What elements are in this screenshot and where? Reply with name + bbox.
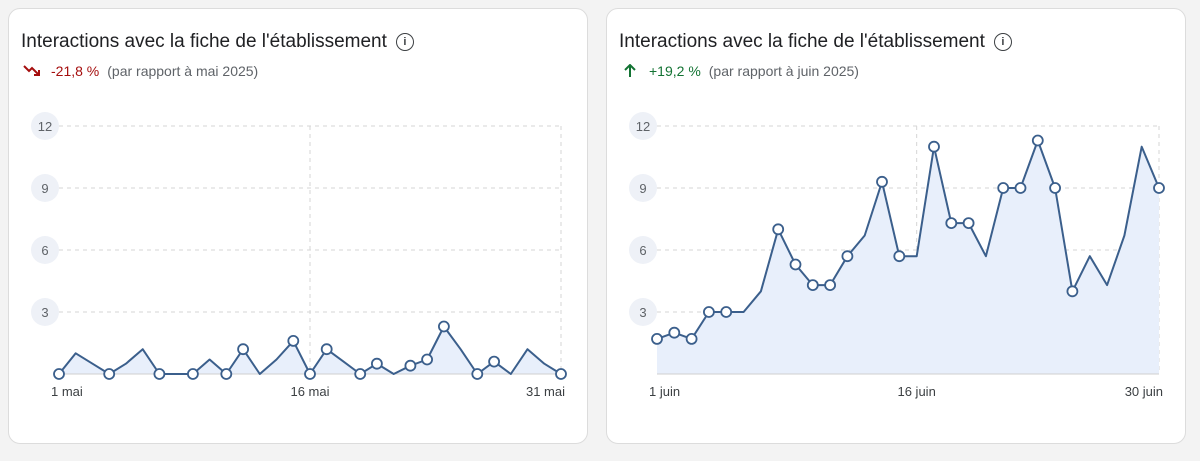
y-tick-label: 12 (636, 119, 650, 134)
data-point (962, 217, 975, 230)
y-tick-bg (31, 112, 59, 140)
y-tick-bg (629, 174, 657, 202)
line-chart-right: 12 9 6 3 1 juin 16 juin 30 juin (629, 112, 1165, 399)
data-point (1031, 134, 1044, 147)
arrow-up-icon (624, 64, 636, 77)
info-icon[interactable]: i (993, 33, 1012, 51)
chart-title: Interactions avec la fiche de l'établiss… (619, 31, 1012, 53)
y-tick-label: 6 (41, 243, 48, 258)
chart-card-left: Interactions avec la fiche de l'établiss… (8, 8, 588, 444)
chart-title: Interactions avec la fiche de l'établiss… (21, 31, 414, 53)
y-tick-bg (629, 298, 657, 326)
delta-comparison: (par rapport à mai 2025) (107, 63, 259, 79)
info-icon[interactable]: i (395, 33, 414, 51)
delta-row: -21,8 % (par rapport à mai 2025) (23, 63, 258, 79)
y-tick-bg (629, 112, 657, 140)
data-point (1153, 182, 1165, 194)
y-tick-bg (629, 236, 657, 264)
data-point (772, 223, 785, 236)
data-point (945, 217, 958, 230)
trending-down-icon (23, 65, 40, 76)
data-point (370, 357, 383, 370)
data-point (1049, 182, 1062, 194)
data-point (220, 368, 233, 380)
data-point (421, 353, 434, 366)
y-tick-bg (31, 236, 59, 264)
data-point (1014, 182, 1027, 194)
data-point (186, 368, 199, 380)
data-point (1066, 285, 1079, 298)
x-tick-label: 1 juin (649, 384, 680, 399)
data-point (471, 368, 484, 380)
x-tick-label: 31 mai (526, 384, 565, 399)
y-tick-label: 3 (41, 305, 48, 320)
y-tick-label: 3 (639, 305, 646, 320)
data-point (876, 175, 888, 188)
data-point (703, 306, 715, 318)
y-tick-bg (31, 298, 59, 326)
data-point (237, 343, 250, 356)
delta-value: -21,8 % (51, 63, 100, 79)
y-tick-label: 6 (639, 243, 646, 258)
delta-value: +19,2 % (649, 63, 701, 79)
data-point (153, 368, 166, 380)
data-point (354, 368, 367, 380)
x-tick-label: 16 juin (897, 384, 935, 399)
x-tick-label: 1 mai (51, 384, 83, 399)
data-point (789, 258, 802, 271)
delta-row: +19,2 % (par rapport à juin 2025) (621, 63, 859, 79)
data-point (928, 140, 940, 153)
series-line (656, 139, 1160, 340)
data-point (824, 279, 837, 292)
data-point (997, 182, 1010, 194)
data-point (53, 368, 65, 380)
y-tick-label: 9 (639, 181, 646, 196)
y-tick-label: 9 (41, 181, 48, 196)
chart-card-right: Interactions avec la fiche de l'établiss… (606, 8, 1186, 444)
data-point (320, 343, 333, 356)
data-point (437, 320, 450, 333)
series-area (657, 140, 1159, 374)
data-point (720, 306, 733, 318)
x-tick-label: 30 juin (1125, 384, 1163, 399)
delta-comparison: (par rapport à juin 2025) (708, 63, 859, 79)
series-area (59, 326, 561, 374)
chart-title-text: Interactions avec la fiche de l'établiss… (619, 31, 985, 52)
data-point (668, 326, 681, 339)
data-point (287, 334, 300, 347)
data-point (651, 332, 663, 345)
data-point (404, 359, 417, 372)
y-tick-label: 12 (38, 119, 52, 134)
data-point (488, 355, 501, 368)
x-tick-label: 16 mai (290, 384, 329, 399)
y-tick-bg (31, 174, 59, 202)
data-point (685, 332, 698, 345)
data-point (841, 250, 854, 263)
data-point (103, 368, 116, 380)
data-point (304, 368, 316, 380)
data-point (555, 368, 567, 380)
data-point (893, 250, 906, 263)
data-point (806, 279, 819, 292)
chart-title-text: Interactions avec la fiche de l'établiss… (21, 31, 387, 52)
